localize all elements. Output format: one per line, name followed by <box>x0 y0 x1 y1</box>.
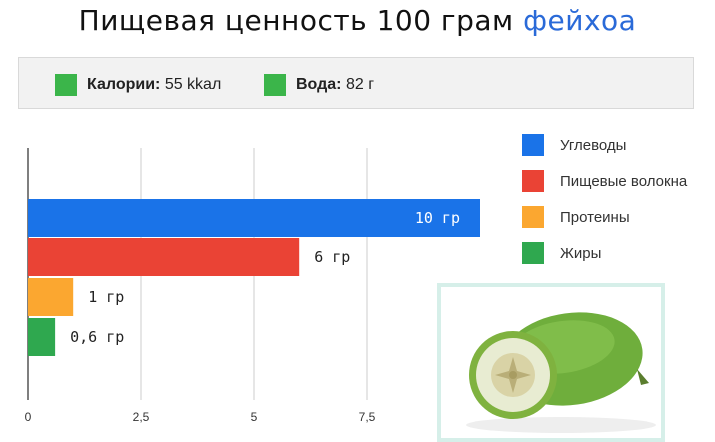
legend-swatch-fat <box>522 242 544 264</box>
x-tick-label: 2,5 <box>133 410 150 424</box>
calories-swatch <box>55 74 77 96</box>
x-tick-label: 7,5 <box>359 410 376 424</box>
legend-swatch-fiber <box>522 170 544 192</box>
chart-legend: Углеводы Пищевые волокна Протеины Жиры <box>522 127 687 271</box>
bar <box>28 278 74 316</box>
title-main: Пищевая ценность 100 грам <box>78 4 514 37</box>
legend-label-protein: Протеины <box>560 208 630 226</box>
chart-title: Пищевая ценность 100 грам фейхоа <box>0 4 715 37</box>
legend-label-fat: Жиры <box>560 244 602 262</box>
water-label: Вода: <box>296 76 342 93</box>
water-stat: Вода: 82 г <box>264 74 374 96</box>
legend-swatch-protein <box>522 206 544 228</box>
water-swatch <box>264 74 286 96</box>
feijoa-photo <box>437 283 665 442</box>
legend-item-fiber: Пищевые волокна <box>522 163 687 199</box>
data-label: 6 гр <box>314 248 350 266</box>
legend-item-carbs: Углеводы <box>522 127 687 163</box>
nutrition-summary-box: Калории: 55 kkал Вода: 82 г <box>18 57 694 109</box>
bar <box>28 318 56 356</box>
calories-label: Калории: <box>87 76 161 93</box>
legend-swatch-carbs <box>522 134 544 156</box>
legend-label-fiber: Пищевые волокна <box>560 172 688 190</box>
x-tick-label: 0 <box>25 410 32 424</box>
bar <box>28 238 300 276</box>
title-accent: фейхоа <box>523 4 637 37</box>
data-label: 1 гр <box>88 288 124 306</box>
data-label: 10 гр <box>415 209 460 227</box>
bar <box>28 199 480 237</box>
calories-stat: Калории: 55 kkал <box>55 74 221 96</box>
water-value: 82 г <box>345 76 375 93</box>
x-tick-label: 5 <box>251 410 258 424</box>
legend-label-carbs: Углеводы <box>560 136 627 154</box>
calories-value: 55 kkал <box>164 76 222 93</box>
legend-item-protein: Протеины <box>522 199 687 235</box>
legend-item-fat: Жиры <box>522 235 687 271</box>
feijoa-illustration <box>466 312 656 433</box>
data-label: 0,6 гр <box>70 328 124 346</box>
